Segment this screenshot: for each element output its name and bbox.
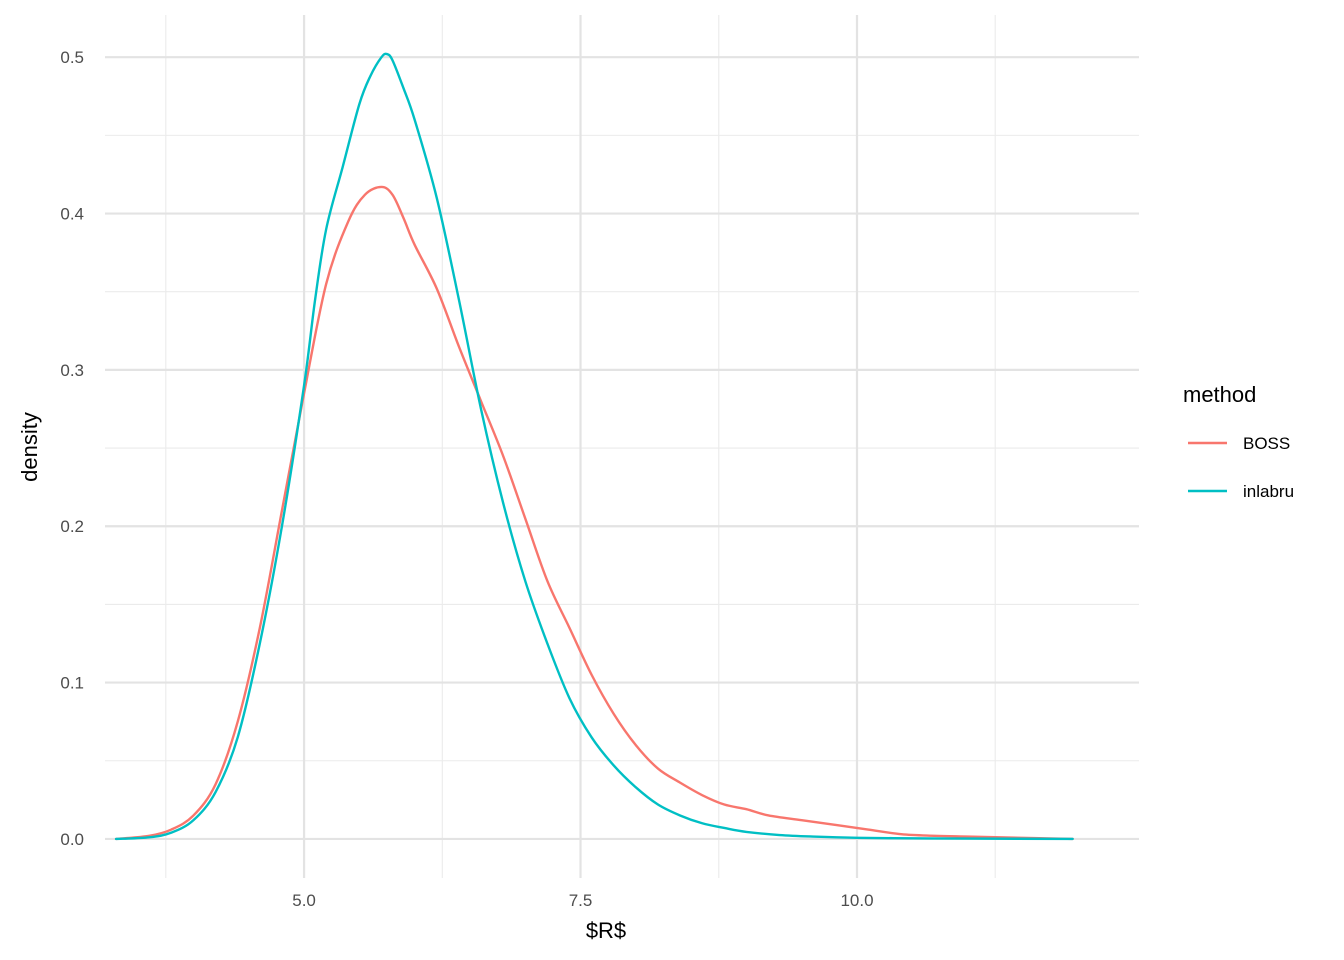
- x-tick-label: 7.5: [569, 891, 593, 910]
- y-axis-title: density: [17, 412, 42, 482]
- y-tick-label: 0.2: [60, 517, 84, 536]
- major-gridlines: [105, 15, 1139, 878]
- x-tick-label: 10.0: [840, 891, 873, 910]
- y-tick-label: 0.5: [60, 48, 84, 67]
- x-axis-tick-labels: 5.0 7.5 10.0: [292, 891, 873, 910]
- series-line-boss: [114, 185, 1074, 841]
- minor-gridlines: [105, 15, 1139, 878]
- legend-items: BOSS inlabru: [1188, 434, 1294, 501]
- y-tick-label: 0.1: [60, 674, 84, 693]
- y-tick-label: 0.4: [60, 205, 84, 224]
- legend-title: method: [1183, 382, 1256, 407]
- y-axis-tick-labels: 0.0 0.1 0.2 0.3 0.4 0.5: [60, 48, 84, 849]
- y-tick-label: 0.0: [60, 830, 84, 849]
- legend-label-inlabru: inlabru: [1243, 482, 1294, 501]
- series-lines: [114, 52, 1074, 841]
- y-tick-label: 0.3: [60, 361, 84, 380]
- x-axis-title: $R$: [586, 918, 626, 943]
- x-tick-label: 5.0: [292, 891, 316, 910]
- series-line-inlabru: [114, 52, 1074, 841]
- legend: method BOSS inlabru: [1183, 382, 1294, 501]
- legend-label-boss: BOSS: [1243, 434, 1290, 453]
